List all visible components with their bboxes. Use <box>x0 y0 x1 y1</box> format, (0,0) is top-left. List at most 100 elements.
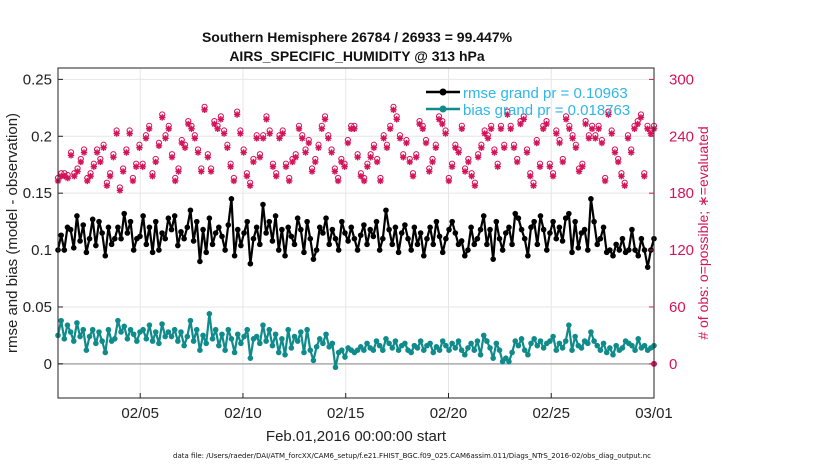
obs-evaluated-point <box>448 163 456 170</box>
rmse-point <box>102 252 109 259</box>
bias-point <box>216 342 222 349</box>
bias-point <box>597 347 604 354</box>
rmse-point <box>502 230 509 236</box>
bias-point <box>556 340 563 347</box>
obs-evaluated-point <box>214 125 221 132</box>
obs-evaluated-point <box>608 130 615 137</box>
obs-evaluated-point <box>634 120 641 128</box>
rmse-point <box>307 235 314 242</box>
rmse-point <box>298 226 304 233</box>
obs-evaluated-point <box>110 154 117 161</box>
rmse-point <box>351 235 358 242</box>
bias-point <box>222 347 228 354</box>
y-axis-label: rmse and bias (model - observation) <box>4 113 21 353</box>
obs-evaluated-point <box>533 139 540 147</box>
obs-evaluated-point <box>64 174 71 182</box>
obs-evaluated-point <box>139 163 146 170</box>
rmse-point <box>238 242 244 249</box>
rmse-point <box>395 249 402 256</box>
obs-evaluated-point <box>422 139 430 147</box>
rmse-point <box>417 230 424 236</box>
rmse-point <box>389 241 396 248</box>
obs-evaluated-point <box>230 177 238 185</box>
bias-point <box>279 336 285 342</box>
obs-evaluated-point <box>354 154 361 161</box>
rmse-point <box>67 226 74 233</box>
rmse-point <box>121 210 128 217</box>
rmse-point <box>433 218 440 225</box>
bias-point <box>130 331 137 338</box>
bias-point <box>234 331 241 338</box>
bias-point <box>162 333 169 340</box>
rmse-point <box>93 242 99 249</box>
obs-evaluated-point <box>579 163 586 170</box>
bias-point <box>408 349 414 356</box>
bias-point <box>291 333 298 340</box>
obs-evaluated-point <box>191 135 198 142</box>
y-tick-label: 0.1 <box>31 242 52 259</box>
bias-point <box>190 338 197 344</box>
y-right-tick-label: 300 <box>669 71 694 88</box>
rmse-point <box>597 235 604 242</box>
rmse-point <box>304 218 310 225</box>
obs-evaluated-point <box>647 130 654 137</box>
obs-evaluated-point <box>97 158 104 166</box>
rmse-point <box>108 241 115 248</box>
obs-evaluated-point <box>113 130 120 137</box>
rmse-point <box>291 241 298 248</box>
rmse-point <box>357 232 364 239</box>
obs-evaluated-point <box>207 168 215 175</box>
rmse-point <box>370 233 377 240</box>
obs-evaluated-point <box>536 163 544 170</box>
rmse-point <box>638 235 645 242</box>
obs-evaluated-point <box>198 168 205 175</box>
rmse-point <box>493 218 500 225</box>
obs-evaluated-point <box>585 135 593 142</box>
rmse-point <box>553 235 560 242</box>
bias-point <box>474 338 481 344</box>
obs-evaluated-point <box>598 139 606 147</box>
rmse-point <box>70 244 77 251</box>
rmse-point <box>610 252 616 259</box>
rmse-point <box>244 218 251 225</box>
obs-evaluated-point <box>419 125 426 132</box>
rmse-point <box>452 230 459 236</box>
bias-point <box>111 336 118 342</box>
rmse-point <box>181 235 187 242</box>
rmse-point <box>619 235 626 242</box>
obs-evaluated-point <box>312 158 319 166</box>
bias-point <box>209 336 216 342</box>
bias-point <box>629 342 635 349</box>
obs-evaluated-point <box>325 135 332 142</box>
rmse-point <box>556 224 563 231</box>
rmse-point <box>600 224 607 231</box>
bias-point <box>414 345 421 351</box>
obs-evaluated-point <box>510 144 518 151</box>
rmse-point <box>263 230 269 236</box>
rmse-point <box>521 235 528 242</box>
rmse-point <box>329 226 336 233</box>
rmse-point <box>77 238 83 244</box>
bias-point <box>304 326 310 333</box>
obs-evaluated-point <box>351 125 358 132</box>
bias-point <box>370 347 377 354</box>
rmse-point <box>540 226 547 233</box>
obs-evaluated-point <box>403 139 410 147</box>
bias-point <box>323 331 329 338</box>
obs-evaluated-point <box>178 139 185 147</box>
obs-evaluated-point <box>159 114 166 121</box>
rmse-point <box>537 213 544 219</box>
obs-evaluated-point <box>119 168 127 175</box>
bias-point <box>420 347 427 354</box>
bias-point <box>525 351 531 358</box>
bias-point <box>310 357 317 364</box>
obs-evaluated-point <box>253 135 260 142</box>
rmse-point <box>165 215 172 222</box>
y-axis-right: 0 60 120 180 240 300 <box>649 71 694 373</box>
obs-evaluated-point <box>452 144 459 151</box>
obs-evaluated-point <box>406 158 413 166</box>
rmse-point <box>402 222 408 228</box>
obs-evaluated-point <box>497 125 505 132</box>
bias-point <box>386 340 392 347</box>
bias-point <box>591 338 597 344</box>
